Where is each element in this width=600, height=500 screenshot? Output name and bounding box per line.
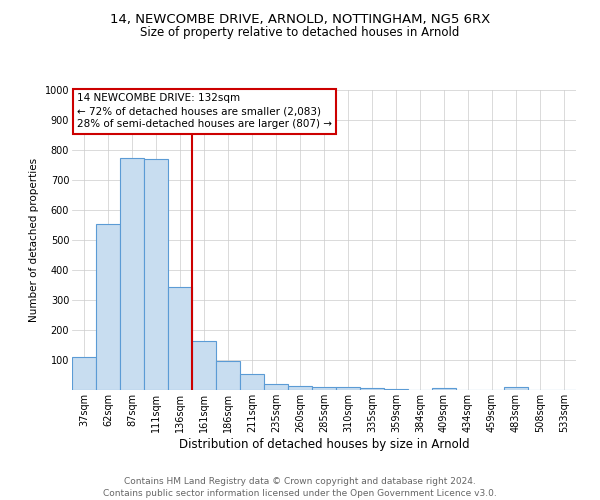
Bar [360, 388, 384, 390]
Text: 14, NEWCOMBE DRIVE, ARNOLD, NOTTINGHAM, NG5 6RX: 14, NEWCOMBE DRIVE, ARNOLD, NOTTINGHAM, … [110, 12, 490, 26]
Bar [216, 361, 240, 390]
Bar [168, 286, 192, 390]
Bar [192, 341, 216, 390]
Bar [264, 384, 288, 390]
Bar [504, 387, 528, 390]
Bar [240, 374, 264, 390]
Bar [336, 388, 360, 390]
Bar [144, 159, 168, 390]
Text: Size of property relative to detached houses in Arnold: Size of property relative to detached ho… [140, 26, 460, 39]
Y-axis label: Number of detached properties: Number of detached properties [29, 158, 39, 322]
Bar [312, 387, 336, 390]
Bar [432, 388, 456, 390]
Bar [288, 386, 312, 390]
X-axis label: Distribution of detached houses by size in Arnold: Distribution of detached houses by size … [179, 438, 469, 450]
Text: 14 NEWCOMBE DRIVE: 132sqm
← 72% of detached houses are smaller (2,083)
28% of se: 14 NEWCOMBE DRIVE: 132sqm ← 72% of detac… [77, 93, 332, 130]
Bar [72, 357, 96, 390]
Bar [96, 224, 120, 390]
Bar [384, 388, 408, 390]
Text: Contains HM Land Registry data © Crown copyright and database right 2024.
Contai: Contains HM Land Registry data © Crown c… [103, 476, 497, 498]
Bar [120, 158, 144, 390]
